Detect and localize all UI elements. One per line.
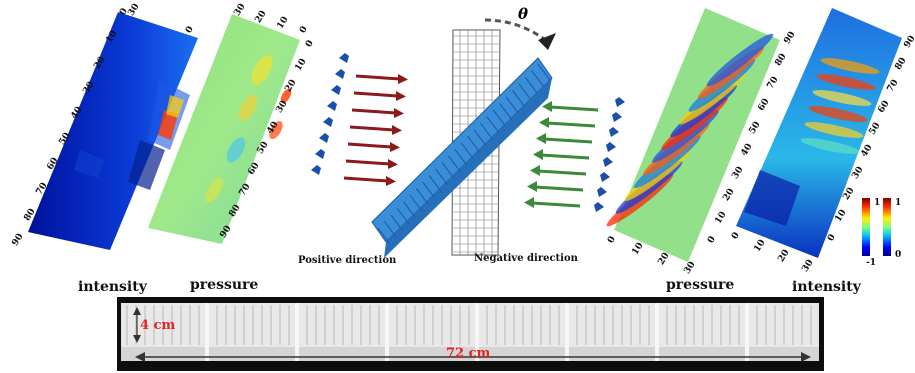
left-pressure-label: pressure	[190, 277, 259, 293]
height-dimension-label: 4 cm	[140, 318, 176, 333]
source-emitter	[603, 157, 613, 167]
right-intensity-label: intensity	[792, 279, 861, 295]
positive-arrow-head	[394, 108, 404, 118]
source-emitter	[615, 97, 625, 107]
negative-arrow-head	[527, 181, 537, 192]
negative-arrow	[546, 121, 596, 128]
negative-arrow	[534, 185, 584, 192]
theta-symbol: θ	[518, 5, 529, 23]
negative-arrows	[524, 101, 599, 208]
source-emitter	[609, 127, 619, 137]
negative-arrow	[540, 153, 590, 160]
positive-direction-label: Positive direction	[298, 255, 397, 266]
positive-arrow	[349, 125, 395, 132]
positive-arrow	[353, 91, 399, 98]
negative-arrow	[543, 137, 593, 144]
rotated-sample	[371, 57, 553, 258]
source-emitter	[594, 202, 604, 212]
negative-arrow-head	[536, 133, 546, 144]
negative-arrow-head	[530, 165, 540, 176]
negative-arrow-head	[542, 101, 552, 112]
positive-arrow-head	[398, 74, 408, 84]
sample-photo	[117, 297, 824, 371]
source-emitter	[600, 172, 610, 182]
length-dimension-label: 72 cm	[446, 346, 491, 361]
positive-arrow-head	[396, 91, 406, 101]
source-emitter	[339, 53, 349, 63]
negative-arrow-head	[539, 117, 549, 128]
colorbar-intensity-min: 0	[895, 250, 902, 260]
source-emitter	[319, 133, 329, 143]
positive-arrow	[355, 74, 401, 81]
positive-arrow-head	[388, 159, 398, 169]
negative-arrow	[549, 105, 599, 112]
source-emitter	[597, 187, 607, 197]
negative-sources	[594, 97, 625, 212]
colorbar-pressure-max: 1	[874, 198, 881, 208]
positive-arrow	[351, 108, 397, 115]
left-intensity-label: intensity	[78, 279, 147, 295]
source-emitter	[331, 85, 341, 95]
source-emitter	[315, 149, 325, 159]
negative-arrow	[531, 201, 581, 208]
source-emitter	[606, 142, 616, 152]
positive-arrow-head	[390, 142, 400, 152]
source-emitter	[612, 112, 622, 122]
positive-sources	[311, 53, 349, 175]
source-emitter	[323, 117, 333, 127]
source-emitter	[311, 165, 321, 175]
positive-arrows	[343, 74, 408, 186]
positive-arrow	[343, 176, 389, 183]
positive-arrow	[347, 142, 393, 149]
negative-arrow	[537, 169, 587, 176]
negative-arrow-head	[533, 149, 543, 160]
colorbar-pressure-min: -1	[866, 258, 876, 268]
colorbar-intensity-max: 1	[895, 198, 902, 208]
rotation-arrow	[484, 18, 549, 44]
right-pressure-label: pressure	[666, 277, 735, 293]
negative-direction-label: Negative direction	[474, 253, 578, 264]
positive-arrow-head	[392, 125, 402, 135]
positive-arrow	[345, 159, 391, 166]
positive-arrow-head	[386, 176, 396, 186]
source-emitter	[327, 101, 337, 111]
source-emitter	[335, 69, 345, 79]
negative-arrow-head	[524, 197, 534, 208]
